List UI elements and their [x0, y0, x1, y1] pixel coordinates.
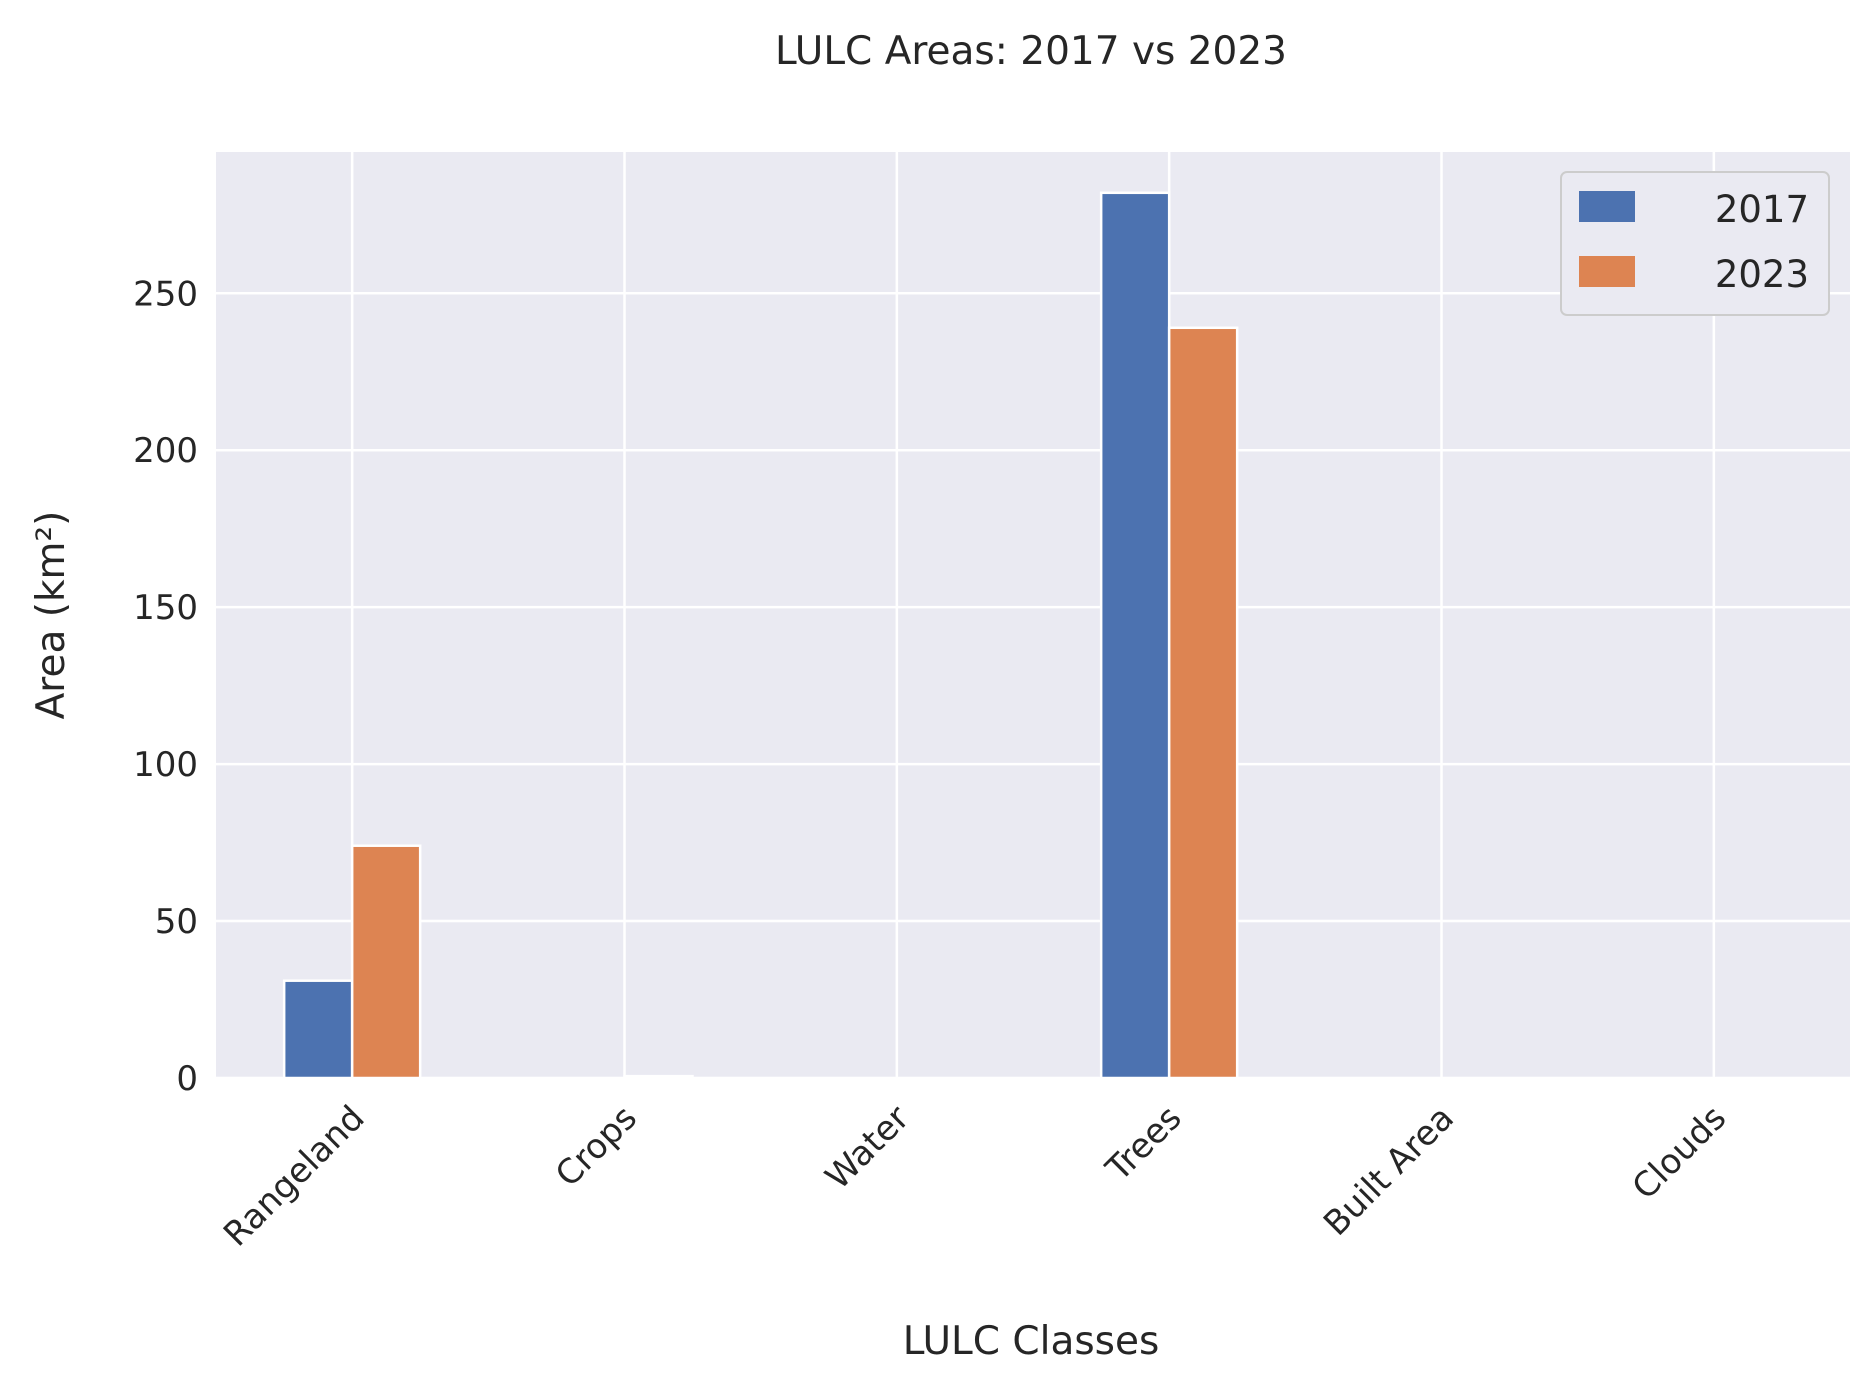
bar-2023-crops	[623, 1074, 694, 1080]
y-tick-label: 100	[133, 745, 198, 785]
y-tick-label: 0	[176, 1059, 198, 1099]
x-axis-label: LULC Classes	[903, 1319, 1160, 1364]
bar-2017-trees	[1099, 191, 1171, 1080]
x-tick-label: Built Area	[1316, 1098, 1462, 1244]
x-tick-label: Trees	[1098, 1098, 1190, 1190]
legend-swatch-2017	[1579, 191, 1635, 222]
x-tick-labels: Rangeland Crops Water Trees Built Area Clouds	[216, 1098, 1734, 1254]
legend-label-2023: 2023	[1715, 253, 1809, 296]
bars	[282, 191, 1239, 1080]
chart-title: LULC Areas: 2017 vs 2023	[775, 29, 1287, 74]
legend-swatch-2023	[1579, 256, 1635, 287]
bar-2023-trees	[1167, 326, 1239, 1080]
legend: 2017 2023	[1560, 171, 1830, 316]
y-axis-label: Area (km²)	[29, 511, 74, 720]
bar-2017-rangeland	[282, 979, 354, 1080]
y-tick-label: 200	[133, 431, 198, 471]
y-tick-labels: 0 50 100 150 200 250	[133, 274, 198, 1099]
x-tick-label: Rangeland	[216, 1098, 372, 1254]
x-tick-label: Crops	[548, 1098, 645, 1195]
y-tick-label: 250	[133, 274, 198, 314]
bar-2023-rangeland	[350, 844, 422, 1080]
y-tick-label: 150	[133, 588, 198, 628]
legend-label-2017: 2017	[1715, 188, 1809, 231]
y-tick-label: 50	[155, 902, 198, 942]
x-tick-label: Clouds	[1625, 1098, 1734, 1207]
x-tick-label: Water	[818, 1098, 917, 1197]
